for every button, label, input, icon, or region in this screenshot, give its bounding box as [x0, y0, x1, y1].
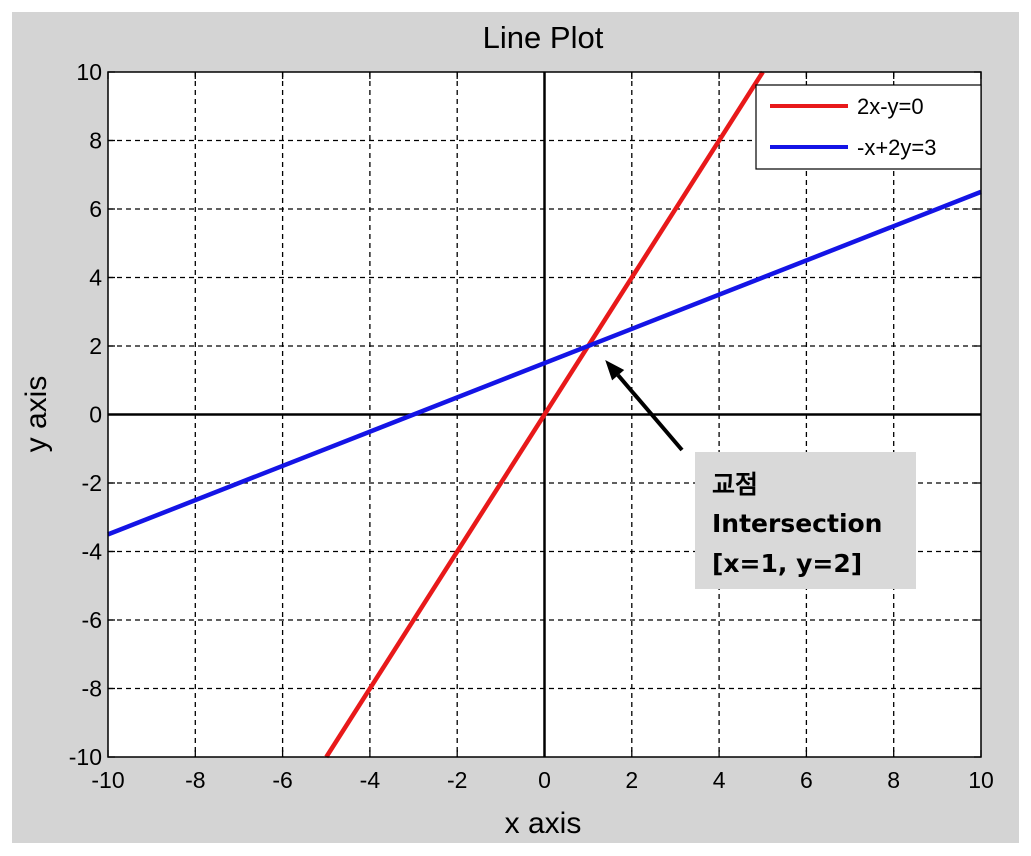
- x-tick-label: -6: [272, 767, 292, 793]
- x-tick-label: -4: [360, 767, 381, 793]
- y-tick-label: -4: [82, 539, 103, 565]
- x-tick-label: 2: [625, 767, 638, 793]
- legend: 2x-y=0 -x+2y=3: [755, 84, 982, 170]
- intersection-annotation: 교점 Intersection [x=1, y=2]: [605, 360, 916, 589]
- x-tick-labels: -10 -8 -6 -4 -2 0 2 4 6 8 10: [91, 767, 993, 793]
- series-group: [107, 70, 982, 759]
- ticks: [107, 71, 982, 758]
- y-tick-label: -8: [82, 676, 102, 702]
- x-tick-label: 0: [538, 767, 551, 793]
- x-tick-label: -10: [91, 767, 124, 793]
- y-tick-label: -10: [69, 744, 102, 770]
- annotation-box: [695, 452, 916, 589]
- y-tick-label: 2: [89, 333, 102, 359]
- legend-label-series-1: 2x-y=0: [857, 94, 924, 119]
- x-tick-label: 10: [968, 767, 994, 793]
- x-tick-label: 8: [887, 767, 900, 793]
- y-tick-label: -6: [82, 607, 102, 633]
- x-tick-label: 6: [800, 767, 813, 793]
- annotation-line-korean: 교점: [712, 470, 758, 499]
- x-tick-label: -2: [447, 767, 467, 793]
- series-line-1: [324, 70, 765, 759]
- legend-label-series-2: -x+2y=3: [857, 135, 937, 160]
- y-tick-labels: -10 -8 -6 -4 -2 0 2 4 6 8 10: [69, 59, 102, 770]
- annotation-arrow: [616, 373, 684, 452]
- y-tick-label: 0: [89, 402, 102, 428]
- series-line-2: [107, 189, 982, 537]
- x-tick-label: -8: [185, 767, 205, 793]
- annotation-line-intersection: Intersection: [712, 509, 882, 538]
- x-tick-label: 4: [713, 767, 726, 793]
- y-tick-label: 4: [89, 265, 102, 291]
- y-tick-label: -2: [82, 470, 102, 496]
- y-tick-label: 10: [76, 59, 102, 85]
- y-tick-label: 6: [89, 196, 102, 222]
- annotation-arrowhead: [605, 360, 625, 381]
- chart-title: Line Plot: [483, 20, 604, 55]
- x-axis-label: x axis: [505, 807, 582, 840]
- y-axis-label: y axis: [20, 376, 53, 453]
- annotation-line-coordinates: [x=1, y=2]: [712, 549, 862, 578]
- y-tick-label: 8: [89, 128, 102, 154]
- legend-box: [755, 84, 982, 170]
